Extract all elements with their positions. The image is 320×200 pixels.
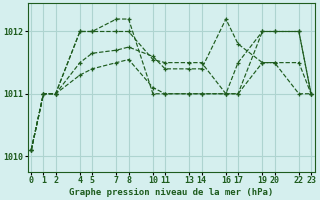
X-axis label: Graphe pression niveau de la mer (hPa): Graphe pression niveau de la mer (hPa) <box>69 188 273 197</box>
